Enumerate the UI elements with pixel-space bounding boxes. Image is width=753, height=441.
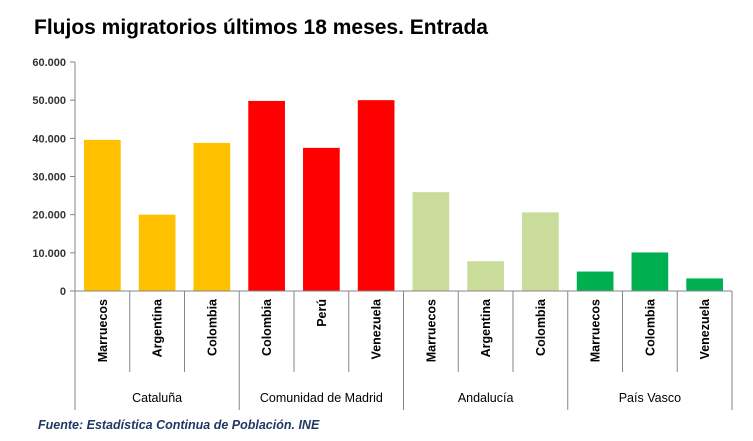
x-category-label: Colombia: [205, 298, 219, 356]
bars: [84, 100, 723, 292]
bar: [576, 271, 614, 291]
chart-title: Flujos migratorios últimos 18 meses. Ent…: [34, 16, 488, 39]
x-category-label: Marruecos: [589, 299, 603, 362]
x-group-label: Andalucía: [458, 391, 514, 405]
y-axis: 0 10.000 20.000 30.000 40.000 50.000 60.000: [32, 57, 76, 298]
bar: [193, 142, 231, 291]
bar: [412, 192, 450, 291]
y-tick-label: 30.000: [32, 172, 66, 184]
x-category-label: Colombia: [260, 298, 274, 356]
y-tick-label: 0: [60, 286, 66, 298]
y-tick-label: 40.000: [32, 133, 66, 145]
bar: [303, 147, 340, 291]
y-tick-label: 50.000: [32, 95, 66, 107]
bar: [686, 278, 723, 291]
x-category-label: Argentina: [151, 298, 165, 357]
bar: [248, 100, 285, 292]
x-category-label: Colombia: [534, 298, 548, 356]
x-group-label: Cataluña: [132, 391, 182, 405]
x-category-label: Marruecos: [424, 299, 438, 362]
y-tick-label: 20.000: [32, 210, 66, 222]
bar: [522, 212, 559, 291]
y-tick-label: 10.000: [32, 248, 66, 260]
x-axis: Marruecos Argentina Colombia Cataluña Colomb…: [74, 290, 733, 410]
source-note: Fuente: Estadística Continua de Població…: [38, 418, 320, 432]
bar: [467, 261, 504, 291]
x-category-label: Argentina: [479, 298, 493, 357]
bar: [357, 100, 395, 292]
x-category-label: Venezuela: [698, 298, 712, 359]
bar: [84, 139, 121, 291]
y-tick-label: 60.000: [32, 57, 66, 69]
x-category-label: Colombia: [643, 298, 657, 356]
x-category-label: Perú: [315, 299, 329, 327]
bar: [631, 252, 669, 291]
x-category-label: Venezuela: [370, 298, 384, 359]
x-category-label: Marruecos: [96, 299, 110, 362]
x-group-label: País Vasco: [619, 391, 681, 405]
bar: [138, 214, 176, 291]
x-group-label: Comunidad de Madrid: [260, 391, 383, 405]
